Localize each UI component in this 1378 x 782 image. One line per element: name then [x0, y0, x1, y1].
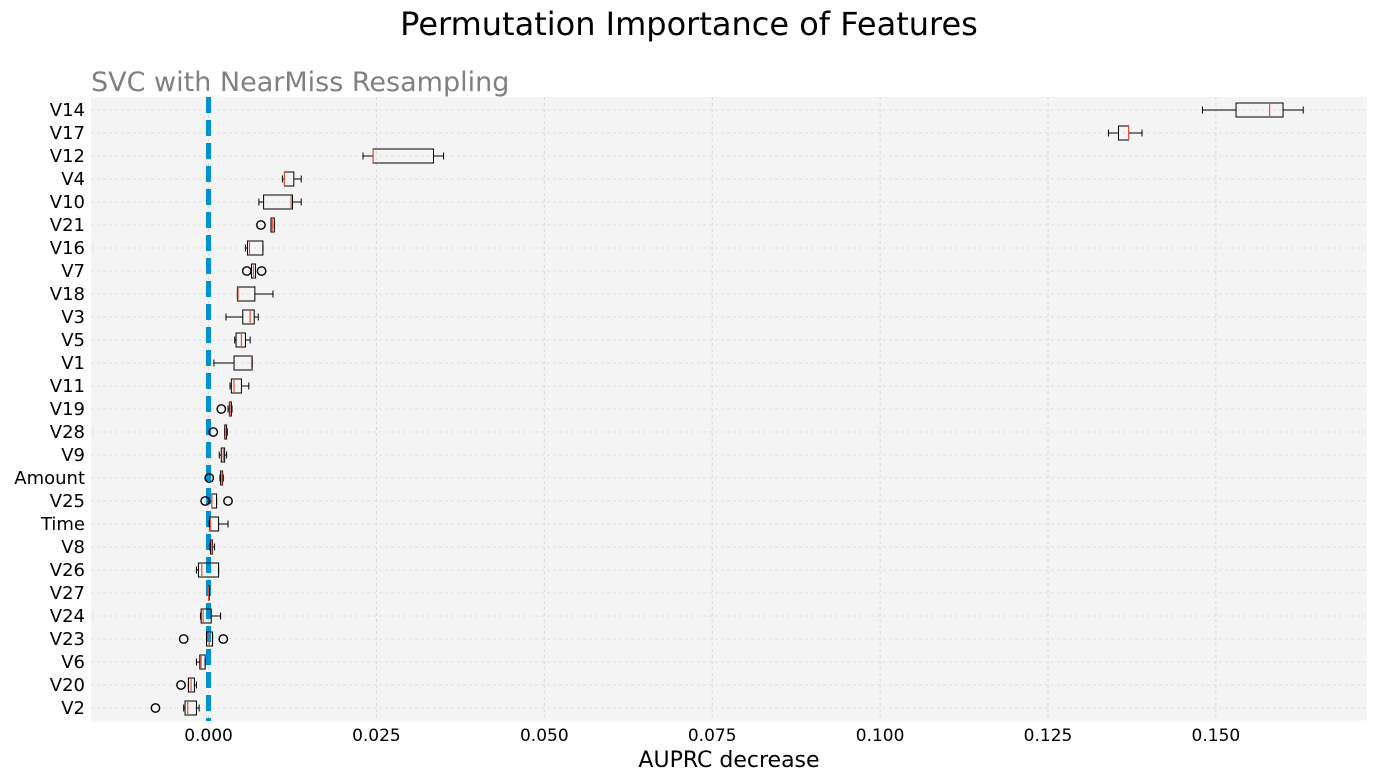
box-amount	[204, 470, 224, 486]
box-v27	[207, 585, 210, 601]
y-tick-label: V24	[50, 606, 85, 627]
outlier-point	[241, 266, 252, 276]
x-axis-label: AUPRC decrease	[638, 748, 819, 773]
box-v20	[176, 677, 197, 693]
box-v19	[216, 401, 233, 417]
chart-subtitle: SVC with NearMiss Resampling	[91, 67, 509, 98]
x-tick-label: 0.025	[352, 726, 401, 746]
y-tick-label: V3	[61, 307, 85, 328]
box-v6	[195, 654, 206, 670]
y-tick-label: V19	[50, 399, 85, 420]
box-v2	[150, 700, 200, 716]
y-tick-label: V28	[50, 422, 85, 443]
outlier-point	[218, 634, 229, 644]
y-tick-label: V12	[50, 146, 85, 167]
x-tick-label: 0.000	[184, 726, 233, 746]
iqr-box	[230, 378, 242, 394]
y-tick-label: V4	[61, 169, 85, 190]
x-tick-labels: 0.000 0.025 0.050 0.075 0.100 0.125 0.150	[184, 726, 1240, 746]
iqr-box	[233, 355, 253, 371]
box-v18	[236, 286, 274, 302]
box-v11	[229, 378, 250, 394]
outlier-point	[223, 496, 233, 506]
y-tick-label: Amount	[14, 468, 85, 489]
iqr-box	[236, 286, 256, 302]
box-v26	[195, 562, 220, 578]
y-tick-label: V23	[50, 629, 85, 650]
iqr-box	[197, 562, 220, 578]
iqr-box	[200, 608, 212, 624]
x-tick-label: 0.150	[1192, 726, 1241, 746]
y-tick-label: V14	[50, 100, 85, 121]
iqr-box	[242, 309, 255, 325]
y-tick-label: V27	[50, 583, 85, 604]
y-tick-label: V21	[50, 215, 85, 236]
outlier-point	[178, 634, 189, 644]
outlier-point	[150, 703, 161, 713]
iqr-box	[235, 332, 246, 348]
outlier-point	[256, 266, 267, 276]
box-v14	[1201, 102, 1304, 118]
iqr-box	[1235, 102, 1284, 118]
y-tick-label: Time	[40, 514, 85, 535]
iqr-box	[199, 654, 206, 670]
grid-layer	[91, 97, 1367, 721]
y-tick-label: V7	[61, 261, 85, 282]
box-v12	[362, 148, 445, 164]
box-layer	[150, 102, 1304, 716]
box-v8	[209, 539, 216, 555]
y-tick-label: V20	[50, 675, 85, 696]
box-v28	[208, 424, 228, 440]
x-tick-label: 0.100	[856, 726, 905, 746]
x-tick-label: 0.125	[1024, 726, 1073, 746]
y-tick-label: V8	[61, 537, 85, 558]
y-tick-label: V26	[50, 560, 85, 581]
x-tick-label: 0.050	[520, 726, 569, 746]
y-tick-labels: V14V17V12V4V10V21V16V7V18V3V5V1V11V19V28…	[14, 100, 85, 719]
iqr-box	[209, 516, 220, 532]
box-v7	[241, 263, 267, 279]
outlier-point	[208, 427, 219, 437]
x-tick-label: 0.075	[688, 726, 737, 746]
iqr-box	[263, 194, 293, 210]
y-tick-label: V18	[50, 284, 85, 305]
box-v21	[256, 217, 275, 233]
iqr-box	[184, 700, 197, 716]
box-v3	[225, 309, 259, 325]
y-tick-label: V5	[61, 330, 85, 351]
outlier-point	[204, 473, 215, 483]
y-tick-label: V16	[50, 238, 85, 259]
box-v4	[281, 171, 302, 187]
y-tick-label: V17	[50, 123, 85, 144]
y-tick-label: V2	[61, 698, 85, 719]
box-v16	[244, 240, 264, 256]
outlier-point	[216, 404, 227, 414]
outlier-point	[176, 680, 186, 690]
chart-title: Permutation Importance of Features	[400, 5, 978, 43]
box-v24	[199, 608, 222, 624]
y-tick-label: V1	[61, 353, 85, 374]
y-tick-label: V25	[50, 491, 85, 512]
y-tick-label: V9	[61, 445, 85, 466]
outlier-point	[200, 496, 211, 506]
box-v5	[234, 332, 251, 348]
box-v17	[1107, 125, 1143, 141]
box-time	[208, 516, 229, 532]
y-tick-label: V10	[50, 192, 85, 213]
box-v23	[178, 631, 229, 647]
box-v25	[200, 493, 233, 509]
box-v10	[258, 194, 302, 210]
box-v1	[213, 355, 253, 371]
outlier-point	[256, 220, 266, 230]
box-v9	[218, 447, 228, 463]
y-tick-label: V6	[61, 652, 85, 673]
iqr-box	[246, 240, 264, 256]
y-tick-label: V11	[50, 376, 85, 397]
